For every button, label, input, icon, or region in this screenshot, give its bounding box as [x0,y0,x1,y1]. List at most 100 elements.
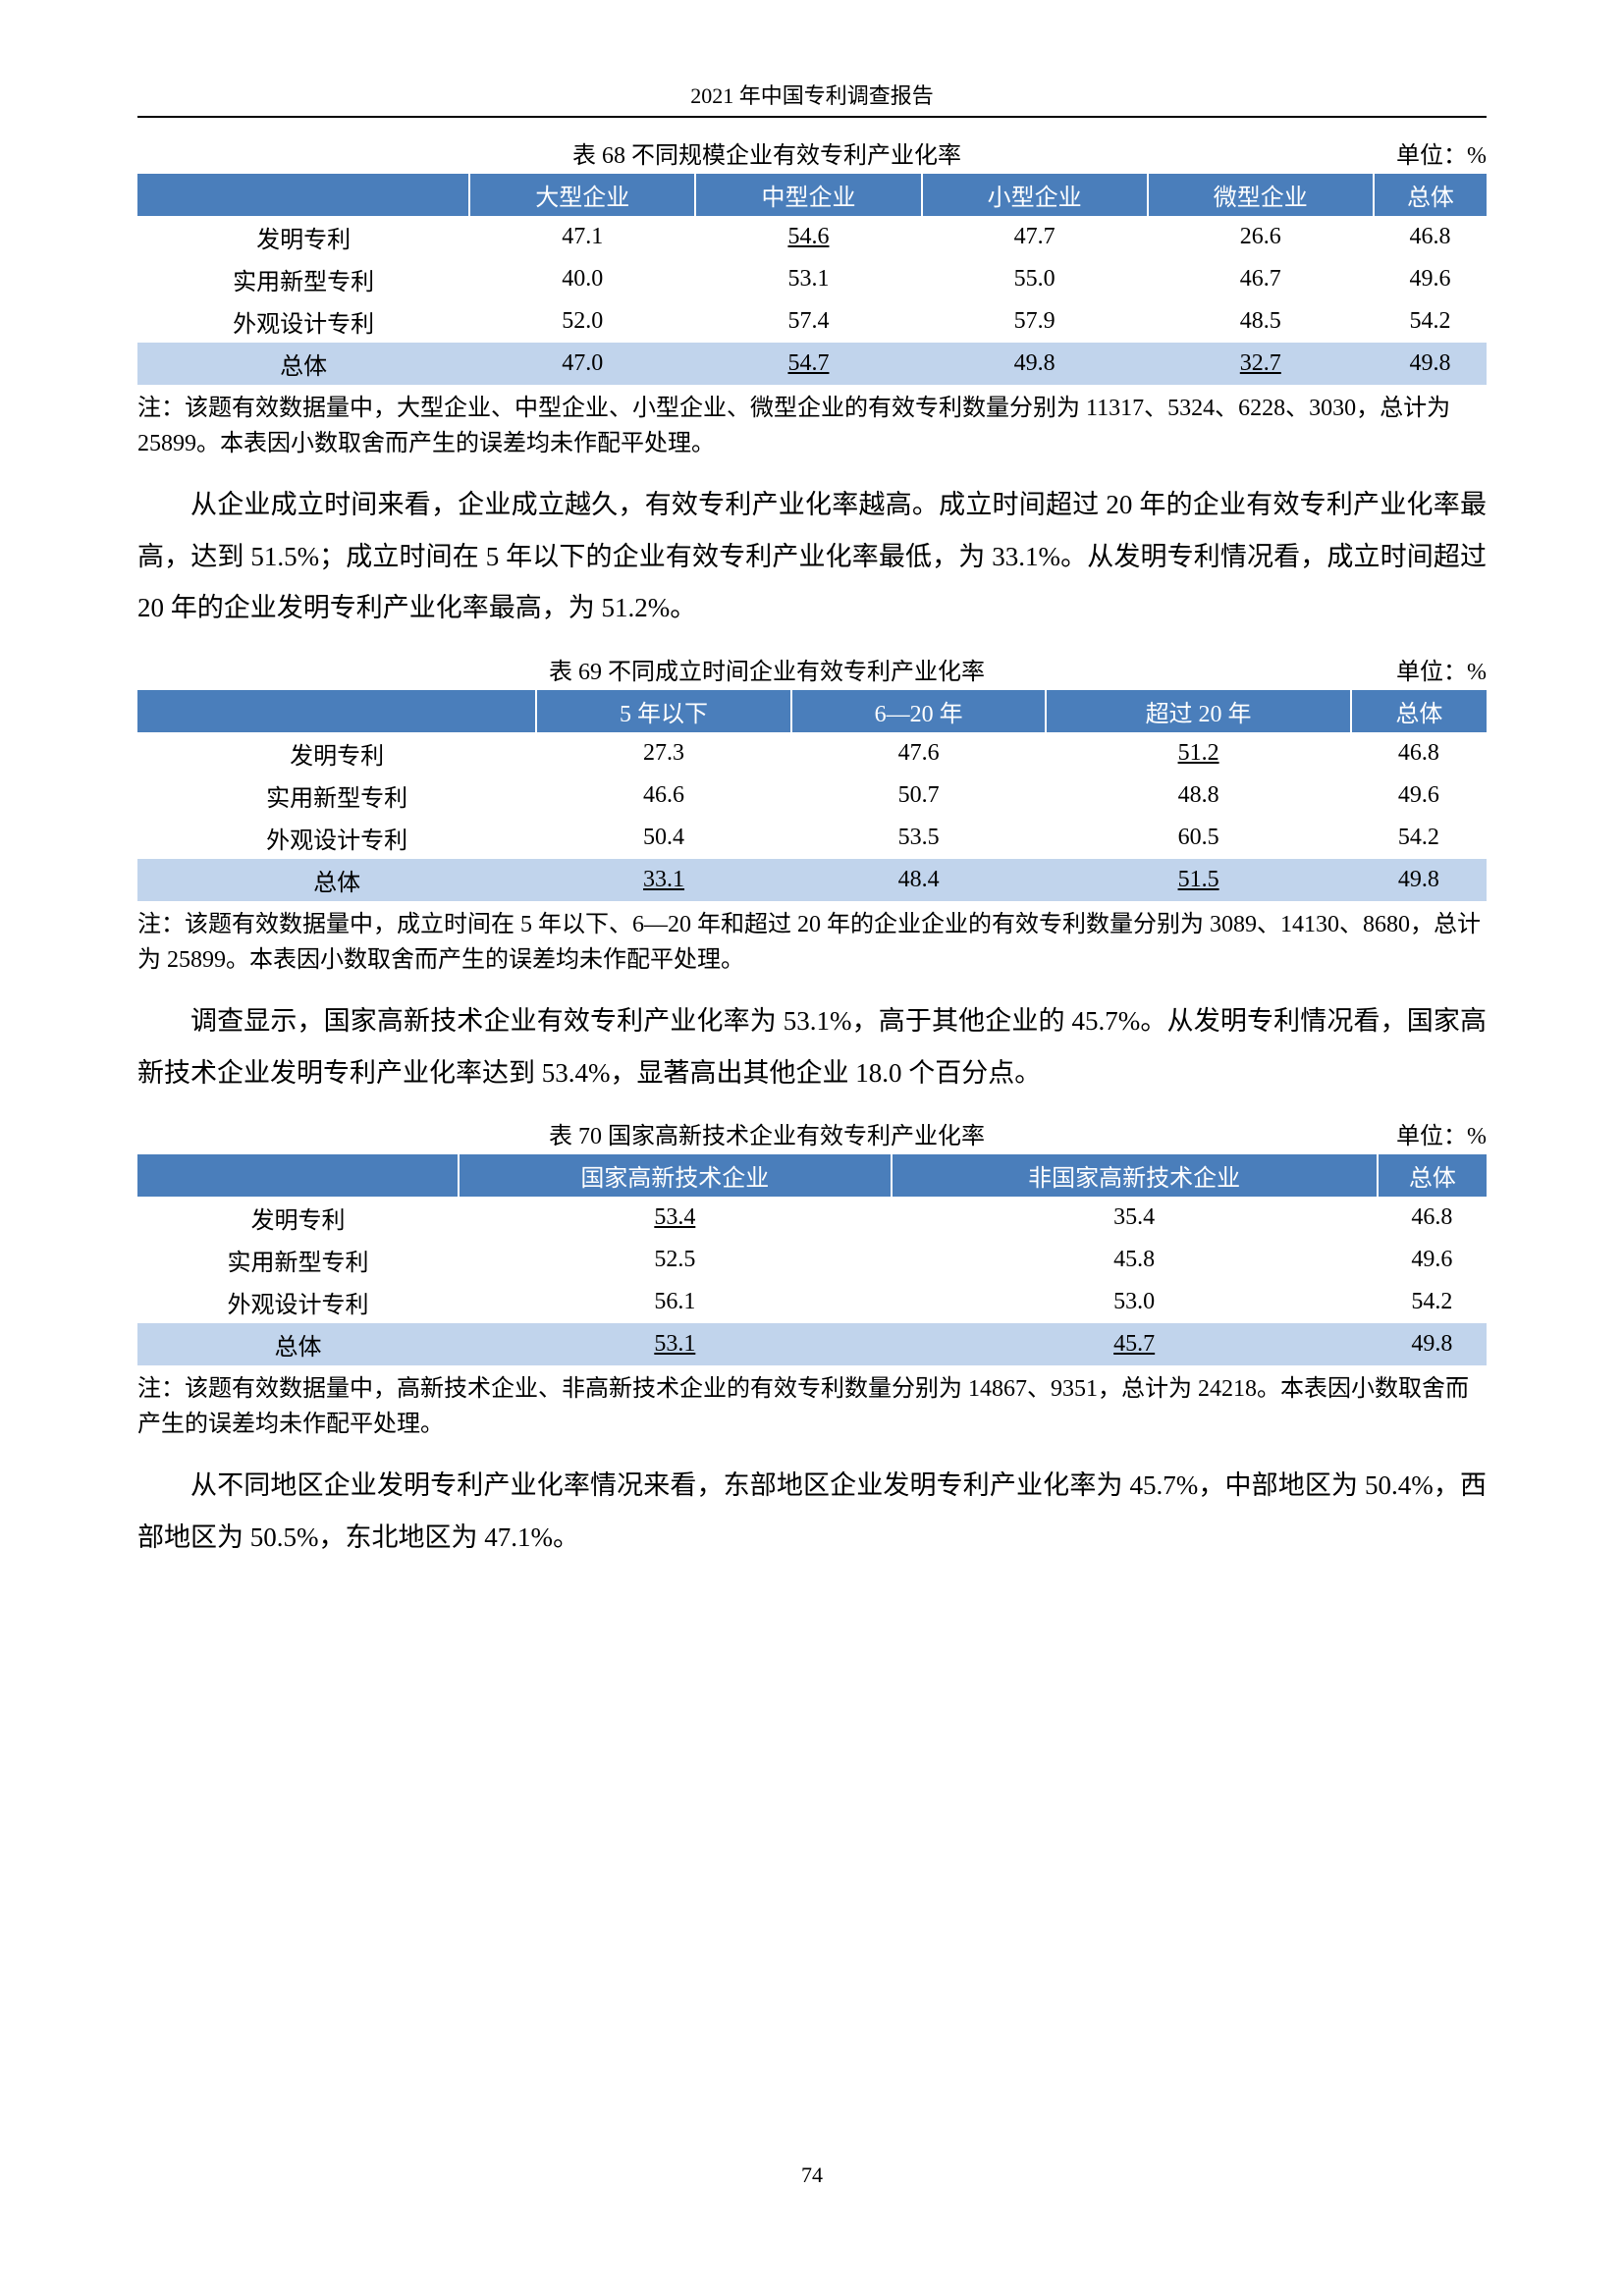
table-cell: 49.8 [1374,343,1487,385]
table-cell: 35.4 [892,1197,1378,1239]
table-cell: 53.5 [791,817,1047,859]
table-cell: 52.0 [469,300,695,343]
table-row: 外观设计专利50.453.560.554.2 [137,817,1487,859]
table-row: 实用新型专利52.545.849.6 [137,1239,1487,1281]
table-header-blank [137,690,536,732]
table-row-label: 发明专利 [137,1197,459,1239]
table-row-label: 外观设计专利 [137,300,469,343]
table-row-label: 外观设计专利 [137,1281,459,1323]
table-cell: 49.8 [1351,859,1487,901]
table-header: 总体 [1351,690,1487,732]
table-cell: 49.6 [1378,1239,1487,1281]
table-cell: 47.0 [469,343,695,385]
table-cell: 50.4 [536,817,791,859]
table-row-label: 总体 [137,343,469,385]
table69: 5 年以下6—20 年超过 20 年总体发明专利27.347.651.246.8… [137,690,1487,901]
table-cell: 46.8 [1378,1197,1487,1239]
table-row: 实用新型专利40.053.155.046.749.6 [137,258,1487,300]
paragraph-3: 从不同地区企业发明专利产业化率情况来看，东部地区企业发明专利产业化率为 45.7… [137,1460,1487,1563]
table-header: 6—20 年 [791,690,1047,732]
table-row: 外观设计专利56.153.054.2 [137,1281,1487,1323]
table-cell: 49.6 [1351,774,1487,817]
table-row: 发明专利47.154.647.726.646.8 [137,216,1487,258]
table-cell: 46.6 [536,774,791,817]
table-cell: 51.5 [1046,859,1350,901]
table-header-blank [137,1154,459,1197]
table-cell: 27.3 [536,732,791,774]
table-header-blank [137,174,469,216]
table-cell: 53.1 [459,1323,892,1365]
page-number: 74 [0,2163,1624,2188]
table-row-label: 发明专利 [137,216,469,258]
table-header: 国家高新技术企业 [459,1154,892,1197]
table-header: 超过 20 年 [1046,690,1350,732]
table70-note: 注：该题有效数据量中，高新技术企业、非高新技术企业的有效专利数量分别为 1486… [137,1371,1487,1442]
table-cell: 54.6 [695,216,921,258]
table-cell: 52.5 [459,1239,892,1281]
table-cell: 49.8 [922,343,1148,385]
table-total-row: 总体47.054.749.832.749.8 [137,343,1487,385]
table70-title: 表 70 国家高新技术企业有效专利产业化率 [137,1116,1396,1150]
table68-title: 表 68 不同规模企业有效专利产业化率 [137,135,1396,170]
table68-unit: 单位：% [1396,135,1487,170]
table69-note: 注：该题有效数据量中，成立时间在 5 年以下、6—20 年和超过 20 年的企业… [137,907,1487,978]
table-cell: 57.4 [695,300,921,343]
table-header: 5 年以下 [536,690,791,732]
table68: 大型企业中型企业小型企业微型企业总体 发明专利47.154.647.726.646… [137,174,1487,385]
table70-unit: 单位：% [1396,1116,1487,1150]
table-row-label: 实用新型专利 [137,1239,459,1281]
table-cell: 54.2 [1378,1281,1487,1323]
table-row: 发明专利53.435.446.8 [137,1197,1487,1239]
table-cell: 56.1 [459,1281,892,1323]
table-header: 小型企业 [922,174,1148,216]
table-row: 发明专利27.347.651.246.8 [137,732,1487,774]
table-cell: 46.8 [1374,216,1487,258]
table-cell: 49.6 [1374,258,1487,300]
table-cell: 46.8 [1351,732,1487,774]
table-row-label: 总体 [137,1323,459,1365]
table-cell: 57.9 [922,300,1148,343]
table-header: 总体 [1378,1154,1487,1197]
table-cell: 53.0 [892,1281,1378,1323]
paragraph-1: 从企业成立时间来看，企业成立越久，有效专利产业化率越高。成立时间超过 20 年的… [137,479,1487,634]
table-cell: 54.2 [1374,300,1487,343]
table-cell: 45.7 [892,1323,1378,1365]
table-cell: 54.7 [695,343,921,385]
table-row-label: 外观设计专利 [137,817,536,859]
table-cell: 54.2 [1351,817,1487,859]
table-total-row: 总体33.148.451.549.8 [137,859,1487,901]
table-cell: 47.7 [922,216,1148,258]
table-cell: 26.6 [1148,216,1374,258]
table-cell: 55.0 [922,258,1148,300]
table-header: 非国家高新技术企业 [892,1154,1378,1197]
table-cell: 53.1 [695,258,921,300]
table68-note: 注：该题有效数据量中，大型企业、中型企业、小型企业、微型企业的有效专利数量分别为… [137,391,1487,461]
table-cell: 40.0 [469,258,695,300]
table-cell: 47.1 [469,216,695,258]
table-cell: 60.5 [1046,817,1350,859]
table-cell: 48.8 [1046,774,1350,817]
header-rule [137,116,1487,118]
table-row: 实用新型专利46.650.748.849.6 [137,774,1487,817]
paragraph-2: 调查显示，国家高新技术企业有效专利产业化率为 53.1%，高于其他企业的 45.… [137,995,1487,1098]
table-header: 微型企业 [1148,174,1374,216]
table-cell: 46.7 [1148,258,1374,300]
table-cell: 33.1 [536,859,791,901]
table-cell: 53.4 [459,1197,892,1239]
table-cell: 49.8 [1378,1323,1487,1365]
table-row-label: 总体 [137,859,536,901]
table68-title-row: 表 68 不同规模企业有效专利产业化率 单位：% [137,135,1487,170]
table-total-row: 总体53.145.749.8 [137,1323,1487,1365]
table-row: 外观设计专利52.057.457.948.554.2 [137,300,1487,343]
table-cell: 47.6 [791,732,1047,774]
table-header: 中型企业 [695,174,921,216]
table-row-label: 实用新型专利 [137,774,536,817]
table-header: 大型企业 [469,174,695,216]
table69-title-row: 表 69 不同成立时间企业有效专利产业化率 单位：% [137,652,1487,686]
table70: 国家高新技术企业非国家高新技术企业总体发明专利53.435.446.8实用新型专… [137,1154,1487,1365]
table-cell: 45.8 [892,1239,1378,1281]
table-row-label: 实用新型专利 [137,258,469,300]
table-cell: 50.7 [791,774,1047,817]
page-header: 2021 年中国专利调查报告 [137,79,1487,110]
table-cell: 51.2 [1046,732,1350,774]
